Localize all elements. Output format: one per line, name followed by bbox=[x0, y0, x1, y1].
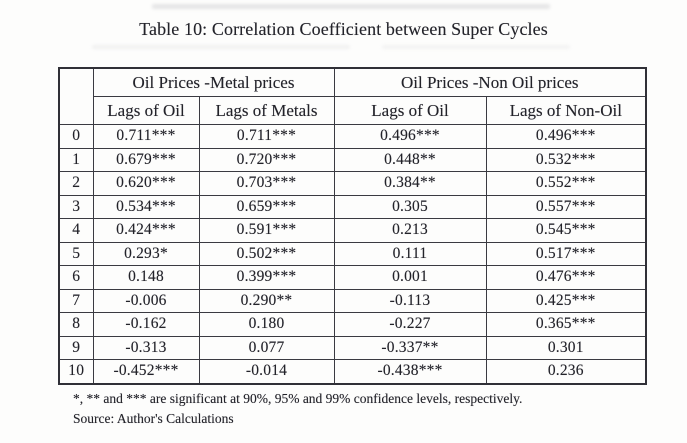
table-row: 4 0.424*** 0.591*** 0.213 0.545*** bbox=[58, 218, 647, 243]
table-row: 5 0.293* 0.502*** 0.111 0.517*** bbox=[58, 241, 647, 266]
table-row: 2 0.620*** 0.703*** 0.384** 0.552*** bbox=[58, 171, 647, 196]
value-cell: 0.213 bbox=[333, 218, 487, 243]
corner-cell bbox=[58, 67, 94, 125]
correlation-table: Oil Prices -Metal prices Oil Prices -Non… bbox=[58, 67, 647, 385]
value-cell: 0.679*** bbox=[92, 147, 200, 172]
value-cell: 0.448** bbox=[333, 147, 487, 172]
value-cell: 0.077 bbox=[198, 335, 335, 360]
lag-cell: 0 bbox=[58, 124, 94, 149]
group-header-oil-metal: Oil Prices -Metal prices bbox=[92, 67, 335, 97]
scan-artifact bbox=[382, 45, 570, 49]
table-row: 0 0.711*** 0.711*** 0.496*** 0.496*** bbox=[58, 124, 647, 149]
value-cell: 0.290** bbox=[198, 288, 335, 313]
value-cell: -0.006 bbox=[92, 288, 200, 313]
lag-cell: 6 bbox=[58, 265, 94, 290]
table-body: 0 0.711*** 0.711*** 0.496*** 0.496*** 1 … bbox=[58, 124, 647, 384]
footnotes: *, ** and *** are significant at 90%, 95… bbox=[73, 389, 653, 429]
scan-artifact bbox=[152, 4, 550, 9]
value-cell: 0.399*** bbox=[198, 265, 335, 290]
lag-cell: 1 bbox=[58, 147, 94, 172]
value-cell: 0.301 bbox=[485, 335, 647, 360]
value-cell: -0.337** bbox=[333, 335, 487, 360]
value-cell: 0.711*** bbox=[198, 124, 335, 149]
value-cell: -0.438*** bbox=[333, 359, 487, 384]
value-cell: 0.552*** bbox=[485, 171, 647, 196]
significance-note: *, ** and *** are significant at 90%, 95… bbox=[73, 391, 523, 406]
table-row: 8 -0.162 0.180 -0.227 0.365*** bbox=[58, 312, 647, 337]
table-row: 6 0.148 0.399*** 0.001 0.476*** bbox=[58, 265, 647, 290]
sub-header-row: Lags of Oil Lags of Metals Lags of Oil L… bbox=[59, 96, 647, 125]
table-row: 10 -0.452*** -0.014 -0.438*** 0.236 bbox=[58, 359, 647, 384]
group-header-row: Oil Prices -Metal prices Oil Prices -Non… bbox=[58, 67, 647, 125]
value-cell: -0.227 bbox=[333, 312, 487, 337]
value-cell: 0.720*** bbox=[198, 147, 335, 172]
scan-artifact bbox=[92, 45, 350, 49]
value-cell: 0.365*** bbox=[485, 312, 647, 337]
col-header-lags-of-oil-metal: Lags of Oil bbox=[92, 96, 200, 125]
value-cell: 0.236 bbox=[485, 359, 647, 384]
value-cell: 0.384** bbox=[333, 171, 487, 196]
value-cell: 0.148 bbox=[92, 265, 200, 290]
value-cell: 0.591*** bbox=[198, 218, 335, 243]
value-cell: -0.113 bbox=[333, 288, 487, 313]
value-cell: 0.517*** bbox=[485, 241, 647, 266]
table-row: 7 -0.006 0.290** -0.113 0.425*** bbox=[58, 288, 647, 313]
value-cell: 0.496*** bbox=[485, 124, 647, 149]
group-header-oil-nonoil: Oil Prices -Non Oil prices bbox=[333, 67, 647, 97]
lag-cell: 5 bbox=[58, 241, 94, 266]
value-cell: 0.111 bbox=[333, 241, 487, 266]
table-row: 3 0.534*** 0.659*** 0.305 0.557*** bbox=[58, 194, 647, 219]
value-cell: 0.424*** bbox=[92, 218, 200, 243]
source-note: Source: Author's Calculations bbox=[73, 411, 234, 426]
value-cell: 0.001 bbox=[333, 265, 487, 290]
value-cell: -0.014 bbox=[198, 359, 335, 384]
table-row: 9 -0.313 0.077 -0.337** 0.301 bbox=[58, 335, 647, 360]
value-cell: 0.496*** bbox=[333, 124, 487, 149]
table-row: 1 0.679*** 0.720*** 0.448** 0.532*** bbox=[58, 147, 647, 172]
lag-cell: 10 bbox=[58, 359, 94, 384]
value-cell: 0.557*** bbox=[485, 194, 647, 219]
lag-cell: 9 bbox=[58, 335, 94, 360]
value-cell: 0.305 bbox=[333, 194, 487, 219]
value-cell: 0.476*** bbox=[485, 265, 647, 290]
table-title: Table 10: Correlation Coefficient betwee… bbox=[139, 19, 548, 39]
lag-cell: 7 bbox=[58, 288, 94, 313]
value-cell: 0.502*** bbox=[198, 241, 335, 266]
value-cell: -0.162 bbox=[92, 312, 200, 337]
value-cell: 0.620*** bbox=[92, 171, 200, 196]
value-cell: 0.659*** bbox=[198, 194, 335, 219]
col-header-lags-of-oil-nonoil: Lags of Oil bbox=[333, 96, 487, 125]
lag-cell: 4 bbox=[58, 218, 94, 243]
value-cell: 0.293* bbox=[92, 241, 200, 266]
table-header: Oil Prices -Metal prices Oil Prices -Non… bbox=[58, 67, 647, 125]
value-cell: 0.532*** bbox=[485, 147, 647, 172]
lag-cell: 2 bbox=[58, 171, 94, 196]
value-cell: 0.545*** bbox=[485, 218, 647, 243]
value-cell: 0.711*** bbox=[92, 124, 200, 149]
col-header-lags-of-nonoil: Lags of Non-Oil bbox=[485, 96, 647, 125]
lag-cell: 3 bbox=[58, 194, 94, 219]
value-cell: 0.180 bbox=[198, 312, 335, 337]
value-cell: -0.313 bbox=[92, 335, 200, 360]
value-cell: -0.452*** bbox=[92, 359, 200, 384]
value-cell: 0.425*** bbox=[485, 288, 647, 313]
lag-cell: 8 bbox=[58, 312, 94, 337]
value-cell: 0.703*** bbox=[198, 171, 335, 196]
col-header-lags-of-metals: Lags of Metals bbox=[198, 96, 335, 125]
value-cell: 0.534*** bbox=[92, 194, 200, 219]
